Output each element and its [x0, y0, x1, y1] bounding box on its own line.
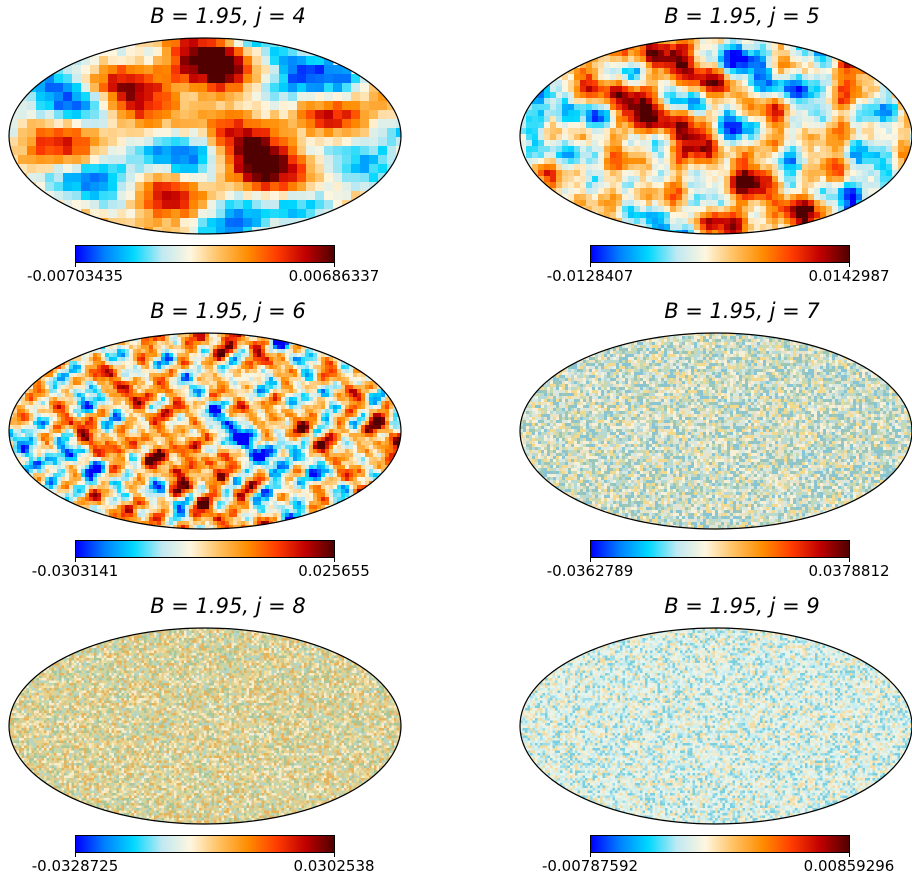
colorbar-min-label: -0.00787592: [542, 857, 638, 875]
colorbar-max-label: 0.0378812: [808, 562, 889, 580]
colorbar: [590, 540, 850, 558]
colorbar: [590, 245, 850, 263]
mollweide-map: [0, 590, 456, 830]
colorbar: [75, 540, 335, 558]
mollweide-map: [0, 295, 456, 535]
colorbar-max-label: 0.0302538: [293, 857, 374, 875]
map-field: [9, 333, 401, 529]
colorbar-min-label: -0.0362789: [547, 562, 634, 580]
mollweide-map: [514, 295, 912, 535]
colorbar-min-label: -0.0303141: [32, 562, 119, 580]
mollweide-map: [514, 590, 912, 830]
colorbar-min-label: -0.00703435: [27, 267, 123, 285]
colorbar: [75, 835, 335, 853]
mollweide-map: [514, 0, 912, 240]
colorbar-min-label: -0.0328725: [32, 857, 119, 875]
colorbar: [75, 245, 335, 263]
colorbar-max-label: 0.025655: [298, 562, 370, 580]
mollweide-map: [0, 0, 456, 240]
colorbar-max-label: 0.00859296: [804, 857, 895, 875]
colorbar: [590, 835, 850, 853]
colorbar-max-label: 0.00686337: [289, 267, 380, 285]
colorbar-min-label: -0.0128407: [547, 267, 634, 285]
colorbar-max-label: 0.0142987: [808, 267, 889, 285]
